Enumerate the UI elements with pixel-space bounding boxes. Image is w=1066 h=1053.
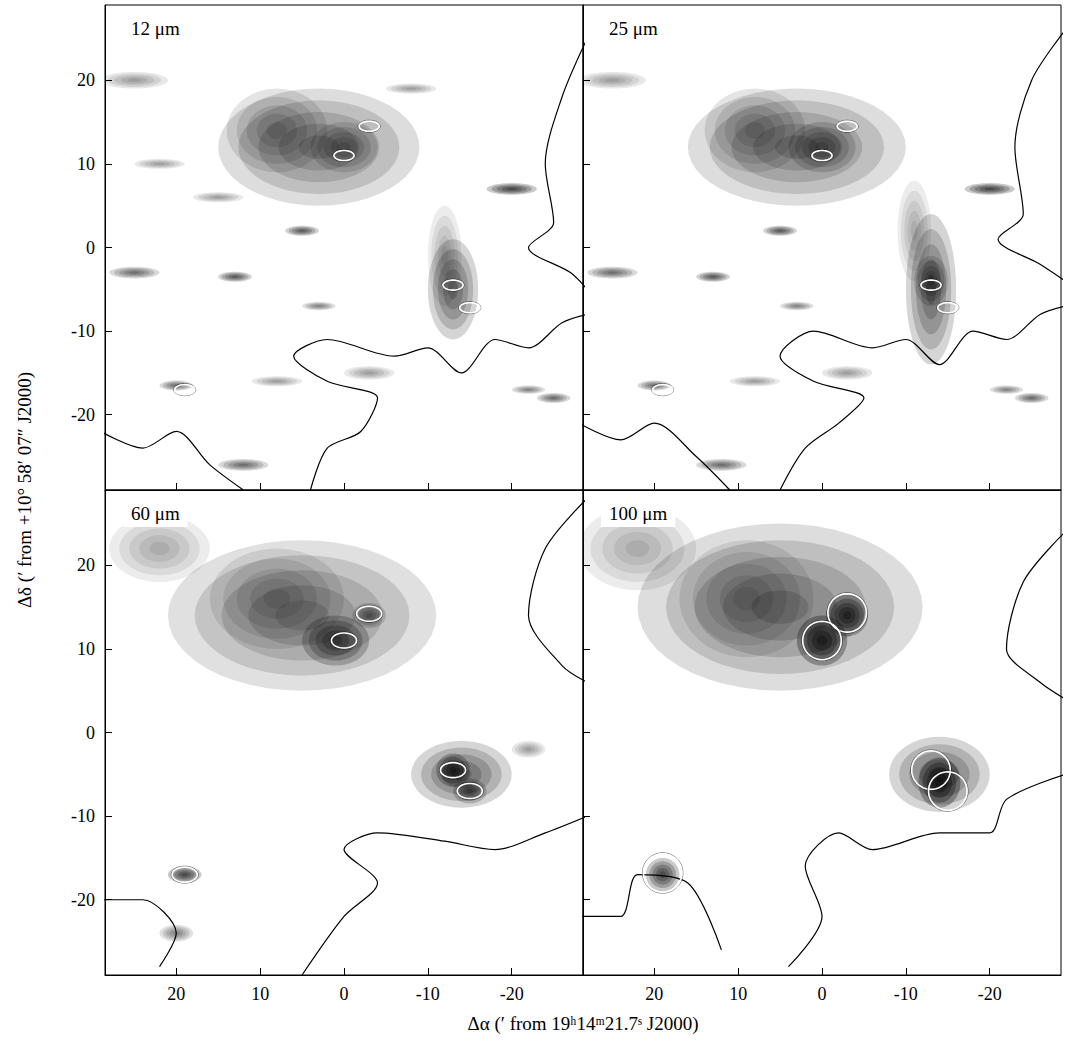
svg-text:-20: -20 <box>978 984 1002 1004</box>
svg-text:100 μm: 100 μm <box>609 503 667 524</box>
svg-text:10: 10 <box>251 984 269 1004</box>
svg-text:0: 0 <box>818 984 827 1004</box>
svg-text:10: 10 <box>77 154 95 174</box>
svg-text:20: 20 <box>77 70 95 90</box>
svg-text:25 μm: 25 μm <box>609 18 658 39</box>
svg-text:-10: -10 <box>71 321 95 341</box>
svg-text:-10: -10 <box>71 806 95 826</box>
svg-text:-10: -10 <box>416 984 440 1004</box>
svg-text:12 μm: 12 μm <box>131 18 180 39</box>
svg-text:-20: -20 <box>500 984 524 1004</box>
svg-text:-20: -20 <box>71 405 95 425</box>
svg-text:0: 0 <box>340 984 349 1004</box>
svg-text:20: 20 <box>645 984 663 1004</box>
svg-text:-20: -20 <box>71 890 95 910</box>
svg-text:Δα (′ from 19ʰ14ᵐ21.7ˢ J2000): Δα (′ from 19ʰ14ᵐ21.7ˢ J2000) <box>468 1013 699 1035</box>
svg-text:10: 10 <box>729 984 747 1004</box>
svg-text:20: 20 <box>77 555 95 575</box>
svg-text:0: 0 <box>86 723 95 743</box>
svg-text:0: 0 <box>86 238 95 258</box>
svg-text:-10: -10 <box>894 984 918 1004</box>
svg-text:20: 20 <box>167 984 185 1004</box>
svg-text:10: 10 <box>77 639 95 659</box>
svg-text:Δδ (′ from +10° 58′ 07″ J2000): Δδ (′ from +10° 58′ 07″ J2000) <box>14 372 36 608</box>
svg-text:60 μm: 60 μm <box>131 503 180 524</box>
